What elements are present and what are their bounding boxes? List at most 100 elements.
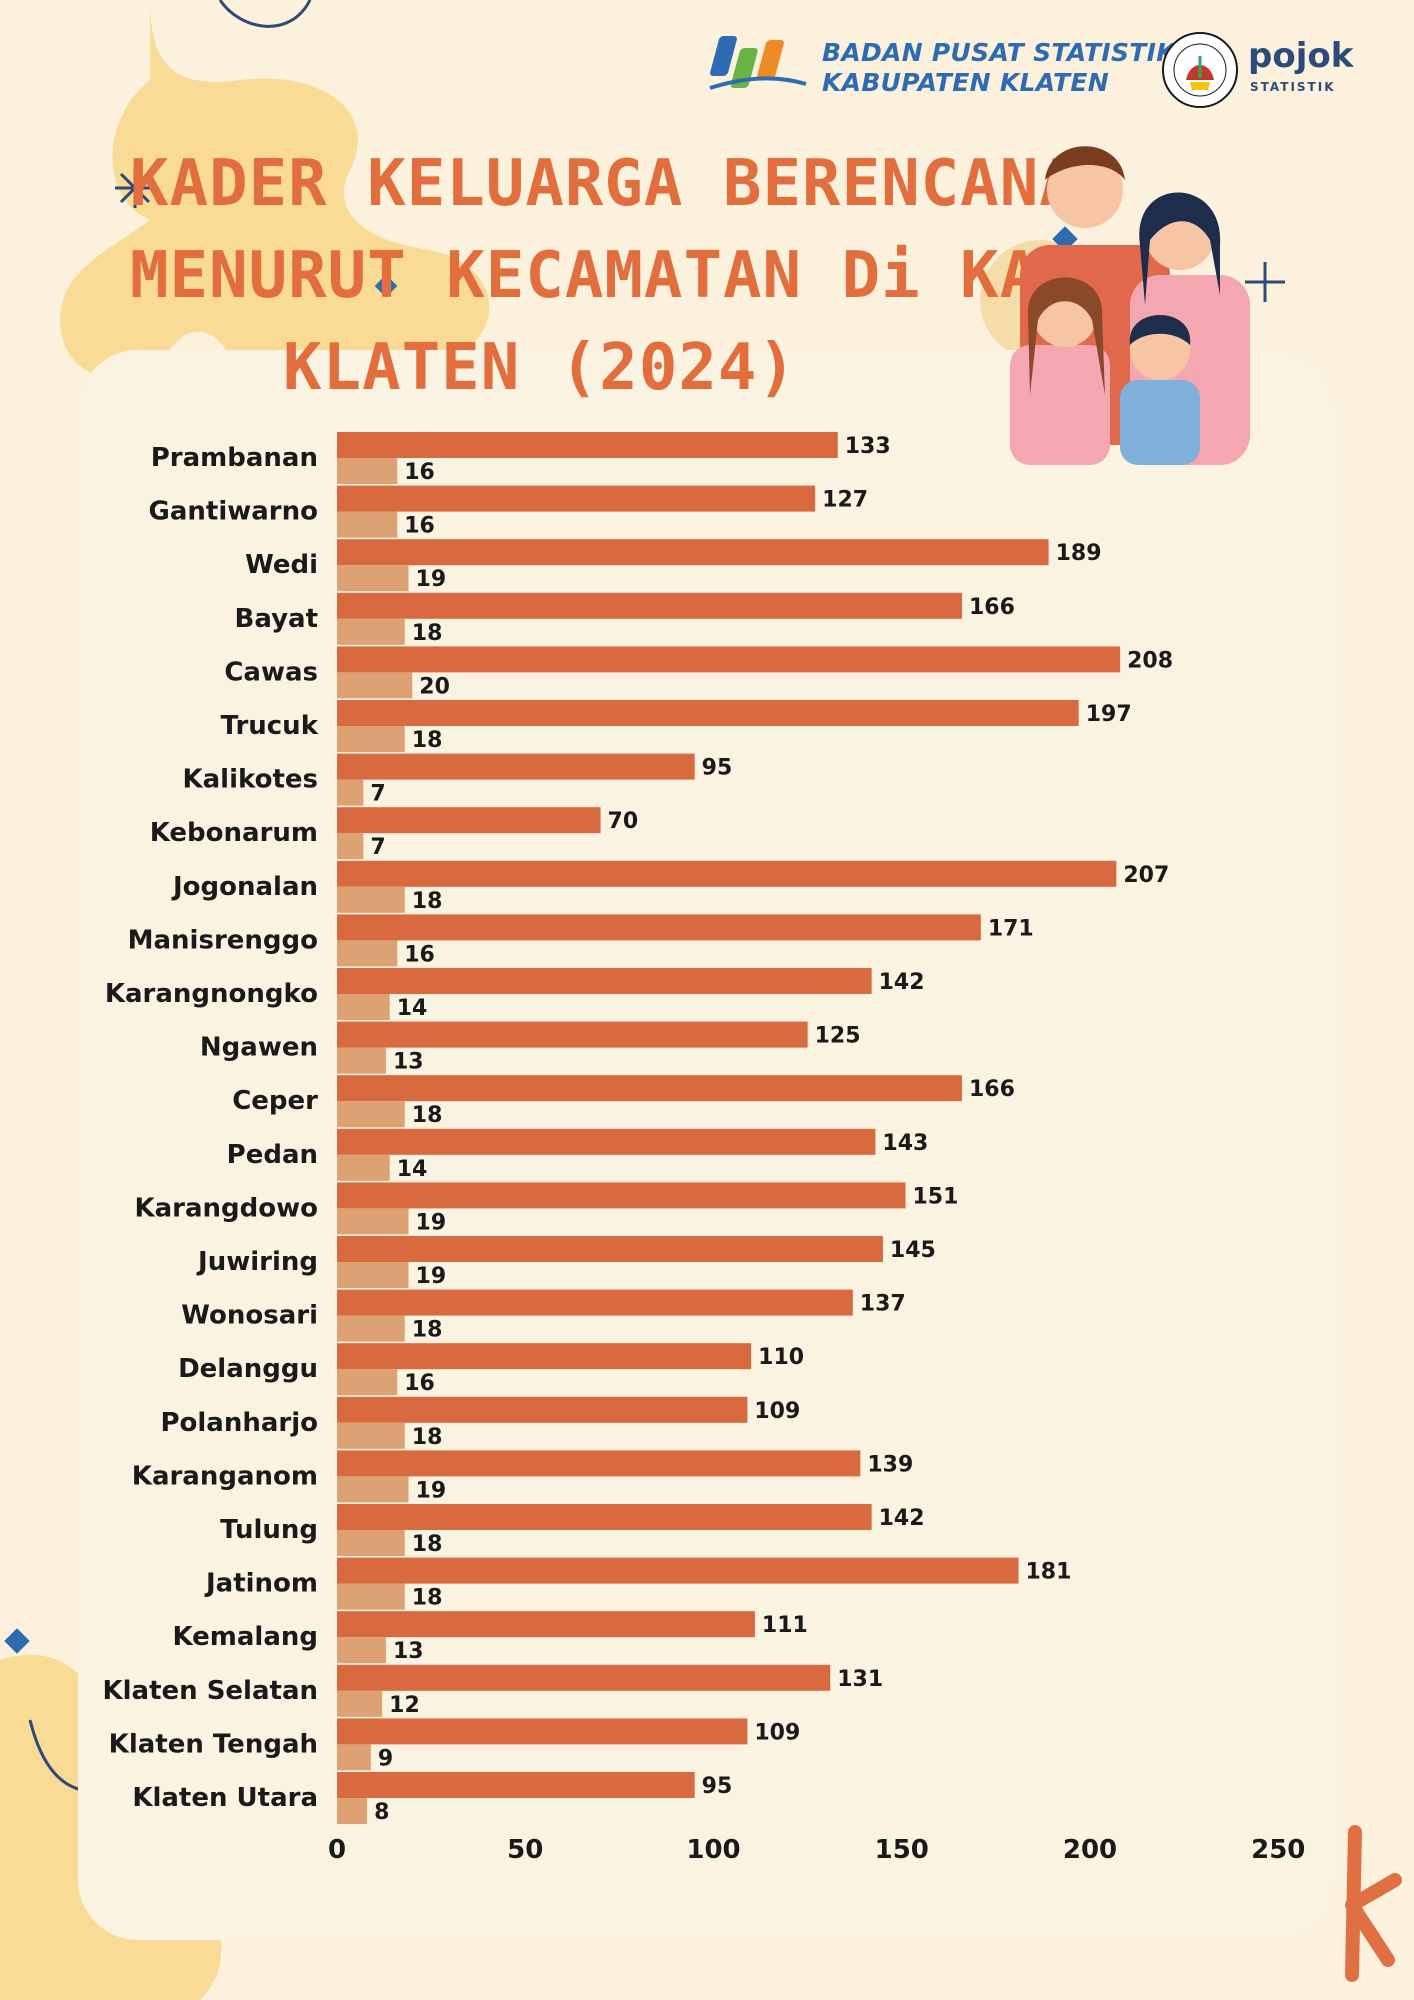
bps-logo [709,36,807,90]
data-label: 18 [412,728,443,753]
bar-series-2 [337,1476,409,1503]
bar-series-2 [337,1744,371,1771]
category-label: Jatinom [204,1569,318,1599]
category-label: Karangdowo [134,1193,318,1223]
bar-series-2 [337,1154,390,1181]
bar-series-2 [337,511,398,538]
category-label: Wedi [245,550,318,580]
data-label: 18 [412,621,443,646]
category-label: Delanggu [178,1354,318,1384]
title-line-3: KLATEN (2024) [283,331,797,405]
bar-series-1 [337,1718,748,1745]
data-label: 171 [988,916,1034,941]
data-label: 13 [393,1639,424,1664]
bar-series-2 [337,1637,386,1664]
bar-series-1 [337,1504,872,1530]
category-label: Kemalang [172,1622,318,1652]
category-label: Klaten Utara [132,1783,318,1813]
header-organization: BADAN PUSAT STATISTIK KABUPATEN KLATEN [822,38,1176,98]
data-label: 137 [860,1292,906,1317]
bar-series-1 [337,1450,861,1477]
data-label: 19 [416,1264,447,1289]
data-label: 207 [1123,863,1169,888]
bar-series [337,432,1121,1824]
bar-series-2 [337,1798,368,1824]
bar-series-2 [337,1422,405,1449]
data-label: 131 [837,1667,883,1692]
curl-line-top [218,0,312,28]
bar-series-1 [337,1343,752,1370]
data-label: 142 [879,1506,925,1531]
bar-series-1 [337,914,981,941]
data-label: 181 [1025,1560,1071,1585]
data-label: 166 [969,1077,1015,1102]
bar-series-2 [337,726,405,752]
category-label: Jogonalan [171,872,318,902]
data-label: 16 [404,1371,435,1396]
bar-series-2 [337,833,364,860]
bar-series-1 [337,1021,808,1048]
data-label: 18 [412,1425,443,1450]
x-tick-label: 250 [1251,1835,1305,1865]
data-label: 19 [416,1478,447,1503]
bar-series-2 [337,565,409,592]
bar-series-1 [337,1182,906,1209]
bar-series-2 [337,458,398,484]
category-label: Klaten Tengah [109,1729,318,1759]
category-label: Karangnongko [105,979,318,1009]
data-label: 95 [702,1774,733,1799]
bar-series-1 [337,1664,831,1691]
data-label: 125 [815,1024,861,1049]
data-label: 13 [393,1050,424,1075]
bar-series-1 [337,860,1117,887]
category-label: Ngawen [200,1033,318,1063]
data-label: 7 [370,835,385,860]
bar-series-2 [337,779,364,806]
category-label: Juwiring [196,1247,318,1277]
bar-series-2 [337,1208,409,1235]
x-tick-label: 100 [686,1835,740,1865]
diamond-title [374,274,398,298]
data-label: 139 [867,1452,913,1477]
category-label: Polanharjo [160,1408,318,1438]
data-label: 19 [416,1210,447,1235]
data-label: 145 [890,1238,936,1263]
x-tick-label: 150 [875,1835,929,1865]
bar-series-1 [337,539,1049,566]
pojok-statistik-logo: pojok [1248,36,1354,76]
data-label: 166 [969,595,1015,620]
data-label: 189 [1056,541,1102,566]
category-label: Cawas [224,657,318,687]
orange-k-decoration [1345,1825,1402,1982]
bar-series-2 [337,1583,405,1610]
bar-series-2 [337,886,405,913]
bar-series-2 [337,1047,386,1074]
bar-series-2 [337,1315,405,1342]
data-label: 16 [404,514,435,539]
bar-series-1 [337,1236,883,1262]
bar-series-2 [337,994,390,1020]
bar-series-2 [337,1690,383,1717]
x-tick-label: 200 [1063,1835,1117,1865]
bar-series-1 [337,485,816,512]
bar-series-1 [337,700,1079,726]
bar-series-2 [337,940,398,967]
category-label: Gantiwarno [149,497,319,527]
data-label: 151 [913,1184,959,1209]
data-label: 14 [397,1157,428,1182]
data-label: 20 [419,674,450,699]
bar-series-1 [337,753,695,780]
org-name-line2: KABUPATEN KLATEN [822,68,1109,97]
category-labels: Prambanan Gantiwarno Wedi Bayat Cawas Trucuk K… [102,443,318,1813]
category-label: Tulung [220,1515,318,1545]
category-label: Prambanan [151,443,318,473]
bar-series-2 [337,1101,405,1128]
data-label: 208 [1127,648,1173,673]
data-label: 70 [608,809,639,834]
data-label: 18 [412,1586,443,1611]
data-label: 19 [416,567,447,592]
data-label: 14 [397,996,428,1021]
category-label: Bayat [235,604,318,634]
